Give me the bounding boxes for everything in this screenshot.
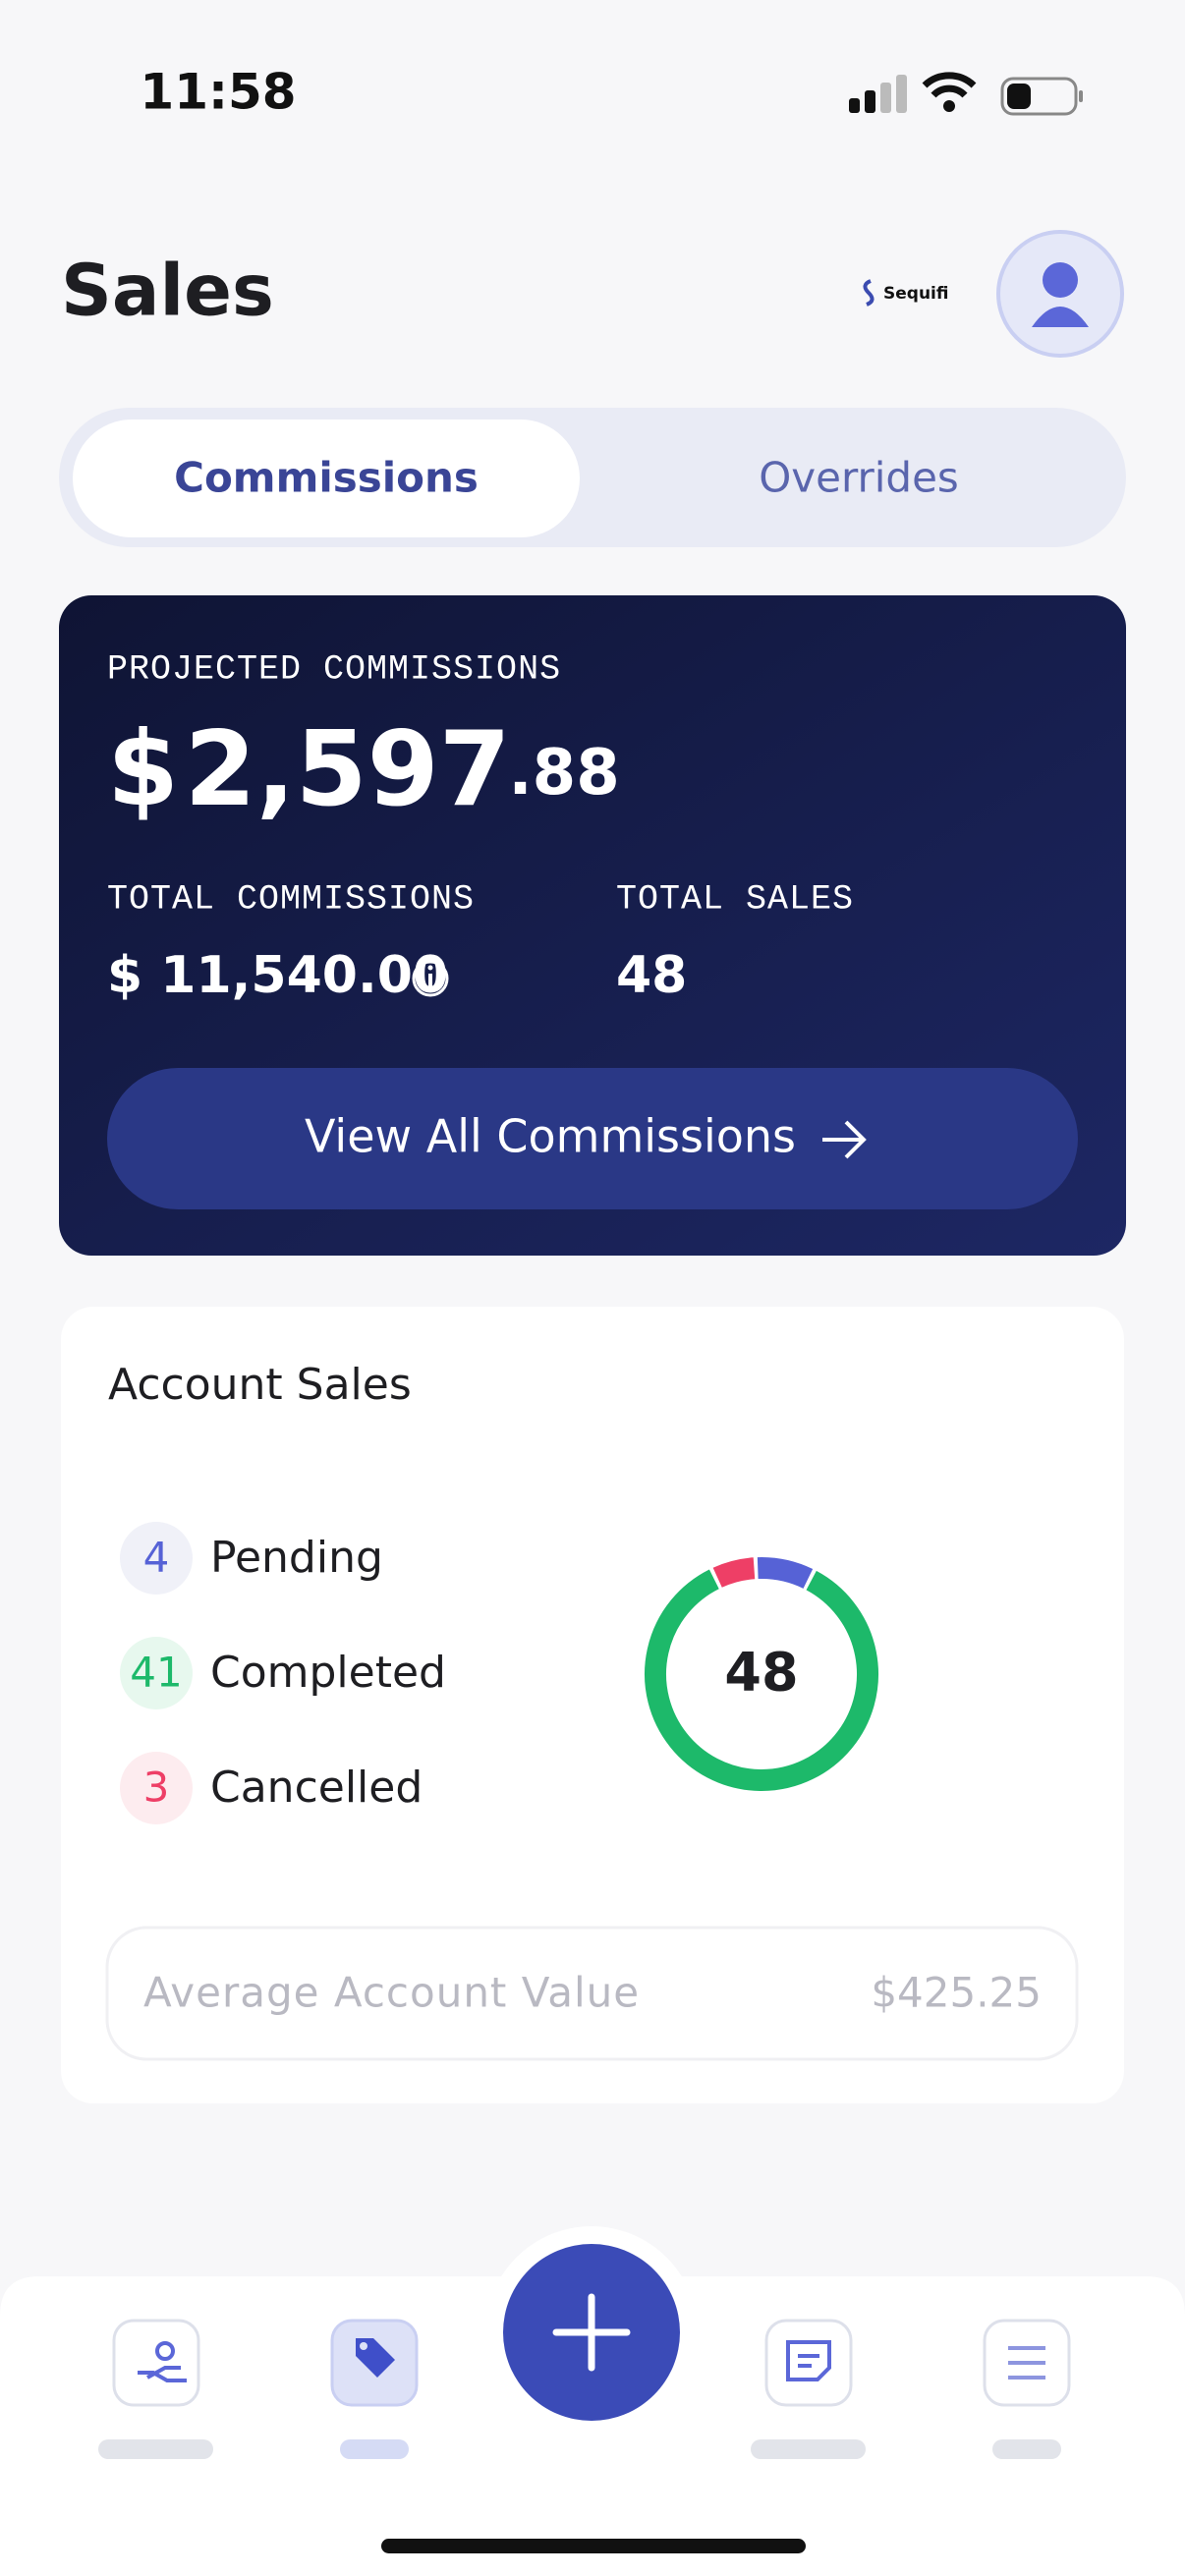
page-title: Sales — [61, 250, 274, 332]
nav-sales[interactable] — [330, 2319, 419, 2459]
amount-cents: .88 — [508, 737, 619, 810]
average-box — [105, 1926, 1079, 2061]
nav-reports[interactable] — [751, 2319, 866, 2459]
nav-add[interactable] — [485, 2226, 698, 2438]
account-sales-card — [61, 1307, 1124, 2103]
count-badge — [120, 1637, 193, 1709]
count-badge — [120, 1522, 193, 1595]
total-sales-label: TOTAL SALES — [616, 879, 854, 919]
status-time: 11:58 — [140, 64, 296, 121]
count: 3 — [143, 1764, 170, 1812]
average-value: $425.25 — [871, 1969, 1042, 2017]
status-icons — [849, 72, 1083, 116]
status-label: Pending — [210, 1533, 383, 1583]
count-badge — [120, 1752, 193, 1824]
summary-label: PROJECTED COMMISSIONS — [107, 649, 561, 689]
info-icon[interactable] — [412, 960, 449, 997]
donut-segment — [645, 1569, 878, 1791]
amount-whole: 2,597 — [185, 709, 511, 829]
total-sales: 48 — [616, 946, 687, 1005]
tab-label: Commissions — [174, 454, 479, 502]
tab-active-pill — [73, 420, 580, 537]
count: 4 — [143, 1534, 170, 1582]
tab[interactable]: Overrides — [759, 454, 959, 502]
currency: $ — [107, 709, 179, 829]
brand-logo: Sequifi — [863, 279, 948, 307]
donut-total: 48 — [724, 1642, 798, 1704]
avatar[interactable] — [996, 230, 1124, 358]
projected-amount: $ 2,597 .88 — [107, 709, 620, 829]
tab[interactable]: Commissions — [73, 420, 580, 537]
view-all-button[interactable]: View All Commissions — [107, 1068, 1078, 1209]
home-indicator — [381, 2539, 806, 2553]
donut-segment — [757, 1557, 814, 1589]
total-commissions-label: TOTAL COMMISSIONS — [107, 879, 475, 919]
brand-name: Sequifi — [883, 284, 948, 304]
status-label: Cancelled — [210, 1763, 423, 1813]
donut-segment — [712, 1557, 756, 1588]
count: 41 — [130, 1649, 182, 1697]
tab-label: Overrides — [759, 454, 959, 502]
nav-menu[interactable] — [983, 2319, 1071, 2459]
total-commissions: $ 11,540.00 — [107, 946, 448, 1005]
status-label: Completed — [210, 1648, 446, 1698]
average-label: Average Account Value — [143, 1969, 640, 2017]
section-title: Account Sales — [108, 1360, 412, 1410]
button-label: View All Commissions — [305, 1110, 796, 1163]
nav-payouts[interactable] — [98, 2319, 213, 2459]
